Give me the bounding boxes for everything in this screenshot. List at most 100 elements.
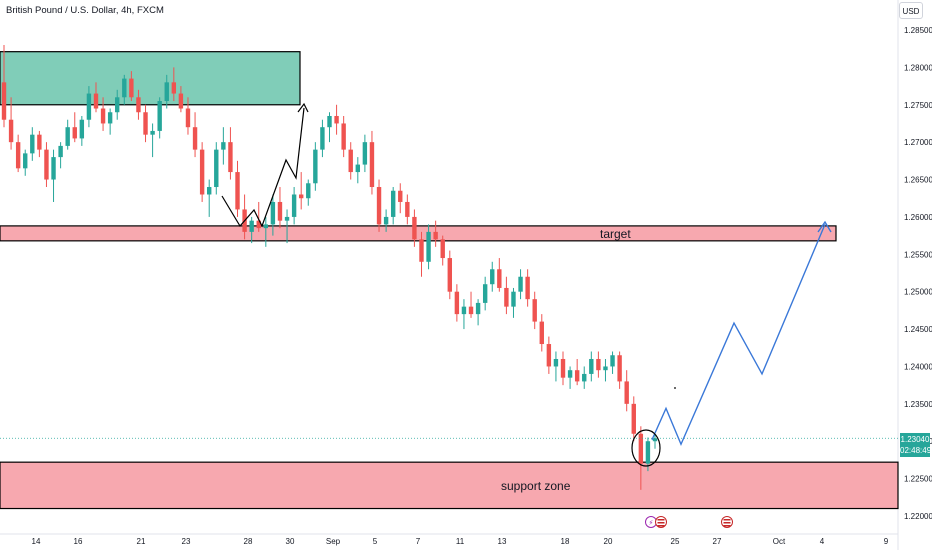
bullish-candle [567,370,573,378]
bullish-candle [553,358,559,367]
bearish-candle [1,82,7,120]
bearish-candle [617,355,622,382]
time-tick-label: 21 [137,537,146,546]
bearish-candle [560,358,566,378]
price-tick-label: 1.24500 [904,325,932,334]
flag-stripe [723,522,731,524]
bullish-candle [79,119,85,139]
price-tick-label: 1.25000 [904,288,932,297]
flag-stripe [657,525,665,527]
bearish-candle [468,306,474,315]
bullish-candle [390,190,396,217]
drawn-zigzag-line [221,107,305,228]
bullish-candle [221,142,226,150]
projection-arrowhead [817,220,832,233]
bullish-candle [207,187,212,195]
bearish-candle [412,216,417,240]
bearish-candle [93,93,99,109]
bearish-candle [44,149,49,180]
price-tick-label: 1.26000 [904,213,932,222]
bearish-candle [171,82,177,94]
time-tick-label: 18 [561,537,570,546]
bullish-candle [270,201,276,225]
bullish-candle [164,82,169,102]
bullish-candle [313,149,318,184]
bearish-candle [369,142,375,188]
bullish-candle [122,78,127,98]
bullish-candle [482,284,488,303]
flag-stripe [723,525,731,527]
bullish-candle [327,115,332,128]
bullish-candle [284,216,290,221]
bearish-candle [574,370,580,382]
time-tick-label: 5 [373,537,378,546]
bearish-candle [100,108,106,124]
bearish-candle [192,127,198,150]
bullish-candle [30,134,35,154]
bearish-candle [129,78,134,98]
price-tick-label: 1.22500 [904,475,932,484]
bearish-candle [341,123,346,150]
support-zone [0,461,899,510]
bullish-candle [383,216,389,225]
time-tick-label: 13 [498,537,507,546]
bullish-candle [115,97,120,113]
bearish-candle [178,93,184,109]
bullish-candle [291,194,297,217]
bullish-candle [320,127,325,150]
flag-stripe [657,522,665,524]
bearish-candle [143,112,148,135]
bearish-candle [15,142,21,169]
bullish-candle [107,112,113,124]
bullish-candle [490,269,495,285]
time-tick-label: 16 [74,537,83,546]
bearish-candle [228,142,233,173]
event-icons: ⚡ [645,516,733,528]
candle-countdown: 02:48:49 [900,446,932,455]
bearish-candle [447,258,452,292]
flag-stripe [723,519,731,521]
bullish-candle [51,157,56,180]
time-tick-label: 9 [884,537,889,546]
chart-title: British Pound / U.S. Dollar, 4h, FXCM [6,5,164,16]
bullish-candle [652,438,658,442]
price-tick-label: 1.27000 [904,138,932,147]
time-tick-label: 11 [456,537,465,546]
stray-dot [674,387,676,389]
bullish-candle [518,276,523,292]
bullish-candle [426,231,431,262]
price-tick-label: 1.27500 [904,101,932,110]
bearish-candle [398,190,403,202]
price-tick-label: 1.28500 [904,26,932,35]
bearish-candle [185,108,191,128]
bearish-candle [37,134,42,150]
bullish-candle [150,130,155,135]
bullish-candle [86,93,92,120]
currency-button[interactable]: USD [899,2,923,19]
zigzag-arrowhead [297,102,309,113]
price-tick-label: 1.26500 [904,176,932,185]
bearish-candle [199,149,205,195]
bullish-candle [582,373,587,382]
bullish-candle [610,355,615,367]
time-tick-label: 4 [820,537,825,546]
bearish-candle [433,231,438,240]
bullish-candle [263,224,269,229]
bullish-candle [157,101,162,131]
target-zone-label: target [600,227,631,241]
bearish-candle [348,149,353,173]
resistance-zone [0,51,301,106]
time-axis: 14 16 21 23 28 30 Sep 5 7 11 13 18 20 25 27 Oct 4 9 [32,537,889,546]
bullish-candle [475,302,481,315]
bullish-candle [23,153,28,169]
time-tick-label: 30 [286,537,295,546]
bullish-candle [461,306,467,315]
bearish-candle [256,220,261,229]
price-tick-label: 1.25500 [904,250,932,259]
bearish-candle [525,276,530,300]
target-zone [0,225,837,242]
price-tick-label: 1.22000 [904,512,932,521]
time-tick-label: 27 [713,537,722,546]
